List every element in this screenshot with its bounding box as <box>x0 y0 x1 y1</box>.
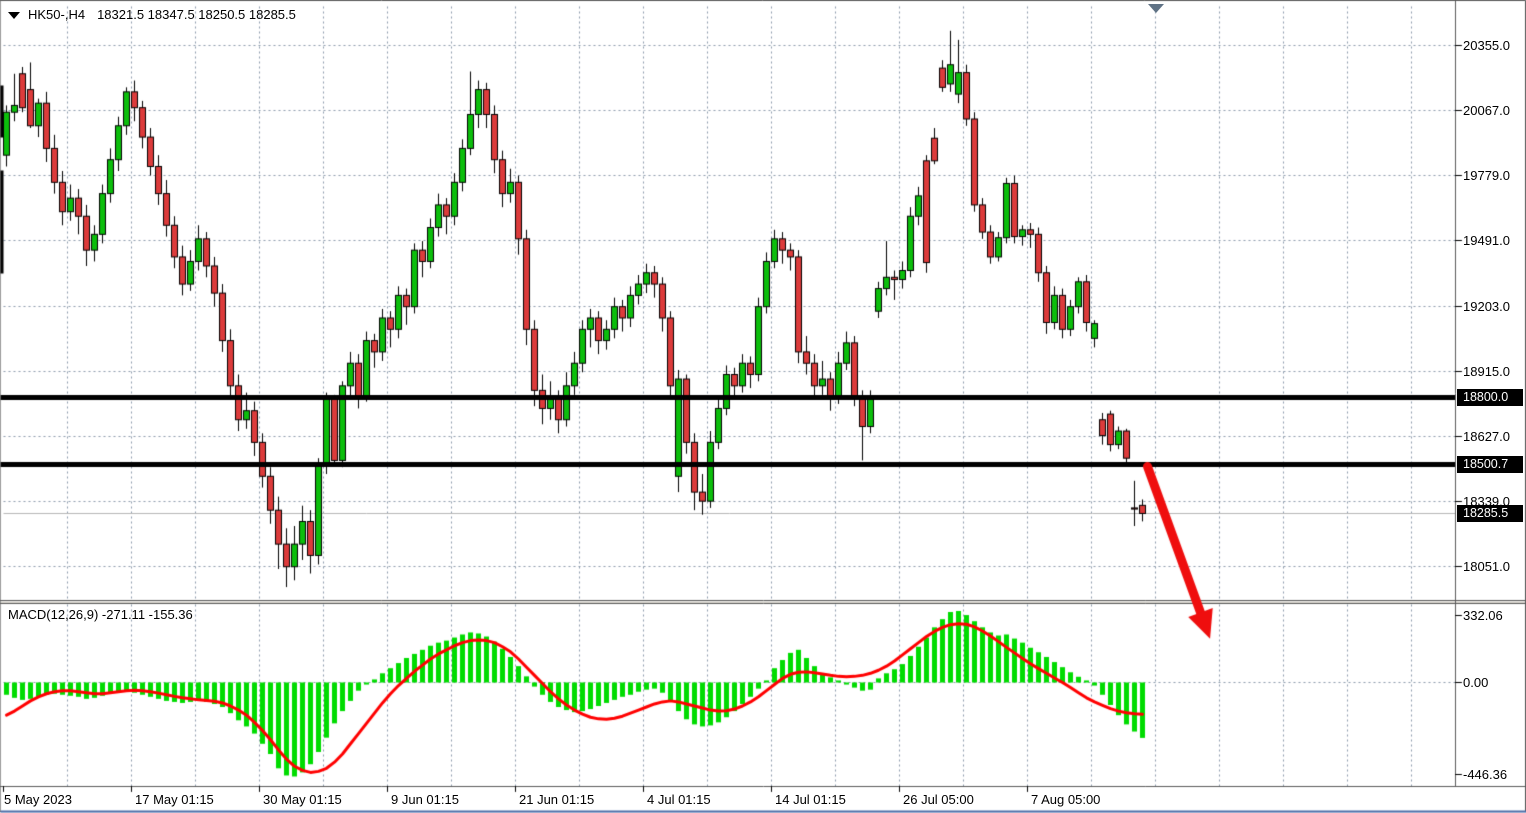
chart-canvas[interactable] <box>0 0 1526 813</box>
chart-window: HK50-,H4 18321.5 18347.5 18250.5 18285.5… <box>0 0 1526 813</box>
